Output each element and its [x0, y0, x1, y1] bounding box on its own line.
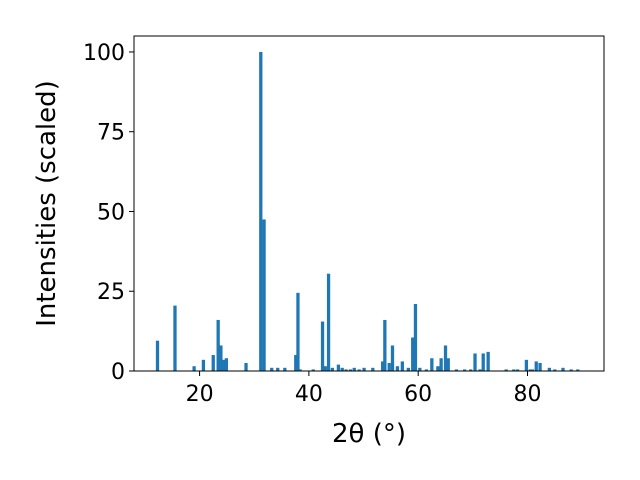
bar [524, 359, 529, 371]
bar [424, 369, 429, 371]
plot-frame [133, 35, 605, 372]
x-axis-ticks: 20 40 60 80 [186, 371, 541, 407]
bar [211, 355, 215, 371]
bar [561, 367, 565, 371]
y-tick-label: 0 [111, 360, 125, 385]
y-tick-label: 50 [97, 200, 125, 225]
bar [311, 369, 315, 371]
bar [244, 363, 248, 371]
bar [294, 355, 298, 371]
plot-background [134, 36, 604, 371]
y-axis-ticks: 0 25 50 75 100 [83, 41, 134, 385]
bar [344, 369, 348, 371]
bar [371, 367, 375, 371]
bar [330, 367, 335, 371]
bar [357, 369, 361, 371]
bar [320, 321, 325, 371]
bar [512, 369, 516, 371]
bar [534, 361, 538, 371]
bar [576, 369, 580, 371]
bar [430, 358, 434, 371]
bar [547, 367, 551, 371]
bar [504, 369, 508, 371]
bar [418, 367, 422, 371]
bar [326, 273, 331, 371]
bar [454, 369, 459, 371]
bar [381, 361, 385, 371]
y-tick-label: 75 [97, 121, 125, 146]
bar [413, 304, 418, 371]
bar [528, 369, 532, 371]
bar [224, 358, 228, 371]
bar [390, 345, 395, 371]
bar [262, 219, 266, 371]
bar [395, 366, 400, 371]
bar [383, 319, 387, 371]
bar [219, 345, 223, 371]
bar [463, 369, 467, 371]
y-tick-label: 100 [83, 41, 125, 66]
bar [348, 369, 353, 371]
bar [411, 337, 415, 371]
bar-series [155, 51, 580, 371]
bar [336, 364, 341, 371]
x-tick-label: 80 [513, 382, 541, 407]
bar [439, 358, 443, 371]
bar [323, 366, 327, 371]
bar [259, 51, 263, 371]
bar [478, 369, 482, 371]
bar [298, 369, 302, 371]
bar [352, 367, 356, 371]
y-tick-label: 25 [97, 280, 125, 305]
bar [340, 367, 344, 371]
bar [276, 367, 280, 371]
bar [446, 358, 450, 371]
bar [216, 319, 220, 371]
bar [443, 345, 448, 371]
bar [387, 363, 391, 371]
bar [221, 359, 226, 371]
y-axis-label: Intensities (scaled) [32, 80, 62, 327]
bar [538, 363, 542, 371]
bar [155, 340, 160, 371]
x-axis-label: 2θ (°) [332, 419, 406, 449]
bar [283, 367, 287, 371]
bar [270, 367, 274, 371]
bar [516, 369, 520, 371]
bar [481, 353, 485, 371]
bar [436, 366, 440, 371]
bar [173, 305, 177, 371]
bar [469, 369, 473, 371]
bar [473, 353, 477, 371]
x-tick-label: 40 [295, 382, 323, 407]
bar [362, 367, 366, 371]
bar [400, 361, 404, 371]
bar [201, 359, 206, 371]
x-tick-label: 60 [404, 382, 432, 407]
bar [192, 366, 196, 371]
bar [296, 292, 300, 371]
bar [530, 369, 535, 371]
bar [486, 351, 490, 371]
bar [406, 367, 410, 371]
bar [569, 369, 573, 371]
bar [553, 369, 557, 371]
x-tick-label: 20 [186, 382, 214, 407]
